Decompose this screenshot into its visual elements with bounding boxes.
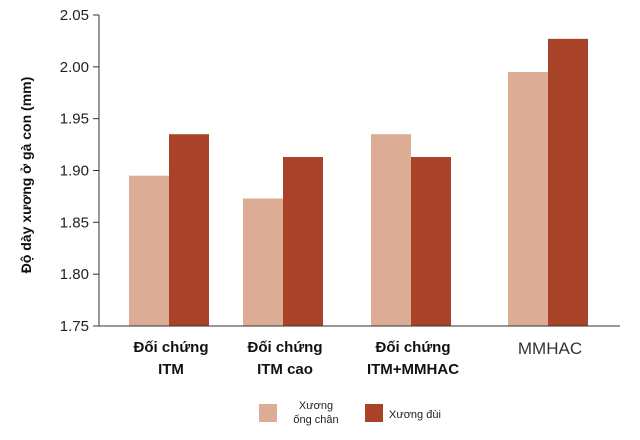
y-axis-ticks: 1.75 1.80 1.85 1.90 1.95 2.00 2.05 xyxy=(60,7,99,335)
y-axis-label-group: Độ dày xương ở gà con (mm) xyxy=(18,77,34,274)
legend: Xương ống chân Xương đùi xyxy=(259,400,441,426)
bar-femur-0 xyxy=(169,134,209,326)
bar-shin-2 xyxy=(371,134,411,326)
y-tick-label: 2.00 xyxy=(60,59,89,76)
y-tick-label: 1.85 xyxy=(60,214,89,231)
x-category-label: Đối chứng xyxy=(133,339,208,356)
y-tick-label: 1.90 xyxy=(60,163,89,180)
x-category-label: ITM cao xyxy=(257,361,313,378)
x-category-label: ITM xyxy=(158,361,184,378)
bars xyxy=(129,38,588,327)
x-category-label: Đối chứng xyxy=(375,339,450,356)
y-axis-label: Độ dày xương ở gà con (mm) xyxy=(18,77,34,274)
y-tick-label: 1.95 xyxy=(60,111,89,128)
bar-femur-2 xyxy=(411,157,451,326)
bar-shin-1 xyxy=(243,198,283,326)
bar-femur-1 xyxy=(283,157,323,326)
x-category-label: Đối chứng xyxy=(247,339,322,356)
bar-shin-3 xyxy=(508,72,548,327)
x-axis-categories: Đối chứng ITM Đối chứng ITM cao Đối chứng ITM… xyxy=(133,339,582,378)
legend-label-shin: Xương xyxy=(299,400,333,412)
bar-femur-3 xyxy=(548,38,588,327)
y-tick-label: 2.05 xyxy=(60,7,89,24)
legend-swatch-shin xyxy=(259,404,277,422)
x-category-label: MMHAC xyxy=(518,339,582,358)
legend-label-femur: Xương đùi xyxy=(389,409,441,421)
y-tick-label: 1.80 xyxy=(60,266,89,283)
legend-swatch-femur xyxy=(365,404,383,422)
y-tick-label: 1.75 xyxy=(60,318,89,335)
x-category-label: ITM+MMHAC xyxy=(367,361,459,378)
legend-label-shin: ống chân xyxy=(293,414,338,426)
bar-shin-0 xyxy=(129,175,169,326)
